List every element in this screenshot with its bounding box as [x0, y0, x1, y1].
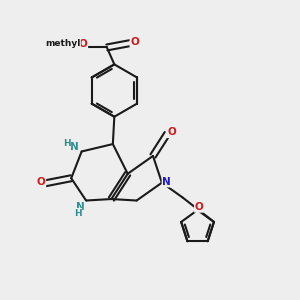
Text: O: O	[167, 128, 176, 137]
Text: N: N	[162, 177, 171, 187]
Text: H: H	[74, 208, 82, 217]
Text: O: O	[79, 39, 88, 49]
Text: methyl: methyl	[45, 38, 80, 47]
Text: N: N	[76, 202, 85, 212]
Text: O: O	[37, 177, 46, 188]
Text: O: O	[195, 202, 203, 212]
Text: H: H	[63, 139, 70, 148]
Text: O: O	[130, 37, 139, 47]
Text: N: N	[70, 142, 79, 152]
